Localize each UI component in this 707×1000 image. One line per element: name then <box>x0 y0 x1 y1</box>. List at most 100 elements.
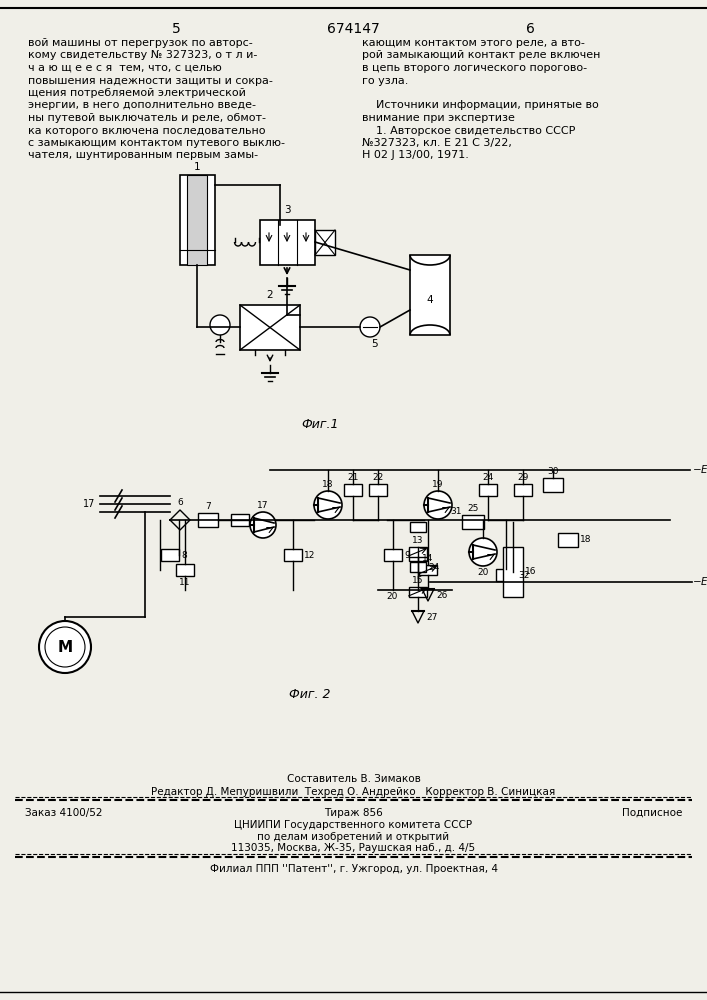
Text: 17: 17 <box>257 501 269 510</box>
Circle shape <box>469 538 497 566</box>
Text: Источники информации, принятые во: Источники информации, принятые во <box>362 101 599 110</box>
Circle shape <box>424 491 452 519</box>
Bar <box>514 484 532 496</box>
Text: Филиал ППП ''Патент'', г. Ужгород, ул. Проектная, 4: Филиал ППП ''Патент'', г. Ужгород, ул. П… <box>209 864 498 874</box>
Bar <box>284 549 302 561</box>
Text: с замыкающим контактом путевого выклю-: с замыкающим контактом путевого выклю- <box>28 138 285 148</box>
Text: 24: 24 <box>482 473 493 482</box>
Text: 4: 4 <box>427 295 433 305</box>
Text: ЦНИИПИ Государственного комитета СССР: ЦНИИПИ Государственного комитета СССР <box>235 820 472 830</box>
Text: 24: 24 <box>428 562 439 572</box>
Text: Редактор Д. Мепуришвили  Техред О. Андрейко   Корректор В. Синицкая: Редактор Д. Мепуришвили Техред О. Андрей… <box>151 787 556 797</box>
Text: Подписное: Подписное <box>621 808 682 818</box>
Text: 30: 30 <box>547 467 559 476</box>
Bar <box>187 175 207 265</box>
Text: Фиг. 2: Фиг. 2 <box>289 688 331 701</box>
Bar <box>344 484 362 496</box>
Text: энергии, в него дополнительно введе-: энергии, в него дополнительно введе- <box>28 101 256 110</box>
Bar <box>409 587 427 597</box>
Text: 20: 20 <box>386 592 397 601</box>
Bar <box>176 564 194 576</box>
Text: 20: 20 <box>477 568 489 577</box>
Circle shape <box>210 315 230 335</box>
Bar <box>410 522 426 532</box>
Bar <box>369 484 387 496</box>
Bar <box>543 478 563 492</box>
Text: ка которого включена последовательно: ка которого включена последовательно <box>28 125 266 135</box>
Text: 18: 18 <box>322 480 334 489</box>
Text: №327323, кл. Е 21 С 3/22,: №327323, кл. Е 21 С 3/22, <box>362 138 512 148</box>
Text: 19: 19 <box>432 480 444 489</box>
Text: 1. Авторское свидетельство СССР: 1. Авторское свидетельство СССР <box>362 125 575 135</box>
Text: 13: 13 <box>412 536 423 545</box>
Bar <box>260 220 315 265</box>
Text: щения потребляемой электрической: щения потребляемой электрической <box>28 88 246 98</box>
Circle shape <box>250 512 276 538</box>
Text: рой замыкающий контакт реле включен: рой замыкающий контакт реле включен <box>362 50 600 60</box>
Bar <box>240 305 300 350</box>
Text: 7: 7 <box>205 502 211 511</box>
Bar <box>384 549 402 561</box>
Text: 26: 26 <box>436 590 448 599</box>
Bar <box>409 547 427 557</box>
Text: Н 02 J 13/00, 1971.: Н 02 J 13/00, 1971. <box>362 150 469 160</box>
Circle shape <box>39 621 91 673</box>
Text: 16: 16 <box>525 568 537 576</box>
Text: го узла.: го узла. <box>362 76 409 86</box>
Text: М: М <box>57 640 73 654</box>
Text: 17: 17 <box>83 499 95 509</box>
Circle shape <box>314 491 342 519</box>
Bar <box>409 549 427 561</box>
Text: 2: 2 <box>267 290 274 300</box>
Bar <box>503 547 523 597</box>
Text: $-E_\mathsf{к}$: $-E_\mathsf{к}$ <box>692 575 707 589</box>
Text: чателя, шунтированным первым замы-: чателя, шунтированным первым замы- <box>28 150 258 160</box>
Text: 12: 12 <box>304 550 315 560</box>
Bar <box>161 549 179 561</box>
Bar <box>410 255 450 335</box>
Bar <box>231 514 249 526</box>
Text: повышения надежности защиты и сокра-: повышения надежности защиты и сокра- <box>28 76 273 86</box>
Bar <box>496 569 516 581</box>
Text: по делам изобретений и открытий: по делам изобретений и открытий <box>257 832 450 842</box>
Text: 6: 6 <box>177 498 183 507</box>
Text: 8: 8 <box>181 550 187 560</box>
Bar <box>315 230 335 255</box>
Text: в цепь второго логического порогово-: в цепь второго логического порогово- <box>362 63 587 73</box>
Text: Тираж 856: Тираж 856 <box>324 808 383 818</box>
Bar <box>462 515 484 529</box>
Text: 1: 1 <box>194 162 200 172</box>
Text: 3: 3 <box>284 205 291 215</box>
Text: 14: 14 <box>422 554 433 563</box>
Text: ч а ю щ е е с я  тем, что, с целью: ч а ю щ е е с я тем, что, с целью <box>28 63 222 73</box>
Text: 18: 18 <box>580 536 592 544</box>
Text: 113035, Москва, Ж-35, Раушская наб., д. 4/5: 113035, Москва, Ж-35, Раушская наб., д. … <box>231 843 476 853</box>
Text: кому свидетельству № 327323, о т л и-: кому свидетельству № 327323, о т л и- <box>28 50 257 60</box>
Text: ны путевой выключатель и реле, обмот-: ны путевой выключатель и реле, обмот- <box>28 113 266 123</box>
Text: внимание при экспертизе: внимание при экспертизе <box>362 113 515 123</box>
Circle shape <box>360 317 380 337</box>
Text: 27: 27 <box>426 612 438 621</box>
Bar <box>410 562 426 572</box>
Text: $-E_\mathsf{к}$: $-E_\mathsf{к}$ <box>692 463 707 477</box>
Text: кающим контактом этого реле, а вто-: кающим контактом этого реле, а вто- <box>362 38 585 48</box>
Bar <box>180 175 215 265</box>
Bar <box>479 484 497 496</box>
Text: 22: 22 <box>373 473 384 482</box>
Text: 15: 15 <box>412 576 423 585</box>
Text: 21: 21 <box>347 473 358 482</box>
Text: 29: 29 <box>518 473 529 482</box>
Bar <box>198 513 218 527</box>
Text: 31: 31 <box>450 508 462 516</box>
Text: 674147: 674147 <box>327 22 380 36</box>
Text: 5: 5 <box>372 339 378 349</box>
Bar <box>419 565 437 575</box>
Text: 25: 25 <box>467 504 479 513</box>
Text: Заказ 4100/52: Заказ 4100/52 <box>25 808 103 818</box>
Text: 5: 5 <box>173 22 181 36</box>
Text: 6: 6 <box>526 22 534 36</box>
Circle shape <box>45 627 85 667</box>
Text: 32: 32 <box>518 570 530 580</box>
Text: 11: 11 <box>180 578 191 587</box>
Text: 9: 9 <box>404 550 410 560</box>
